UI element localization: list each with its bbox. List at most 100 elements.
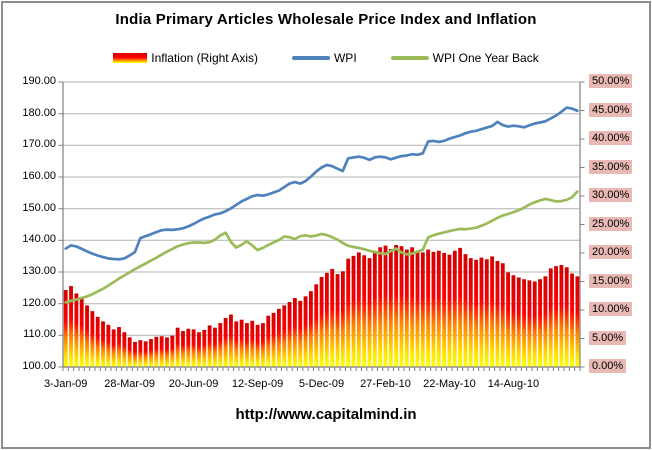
inflation-bar <box>356 252 361 367</box>
inflation-bar <box>335 274 340 367</box>
inflation-bar <box>314 284 319 367</box>
right-axis-label: 35.00% <box>589 159 633 174</box>
inflation-bar <box>149 339 153 367</box>
inflation-bar <box>404 249 409 367</box>
inflation-bar <box>559 264 564 367</box>
inflation-bar <box>266 315 271 367</box>
inflation-bar <box>548 268 553 367</box>
inflation-bar <box>452 250 457 367</box>
wpi-line <box>64 106 579 261</box>
chart-title: India Primary Articles Wholesale Price I… <box>115 11 537 28</box>
left-axis-label: 170.00 <box>22 138 56 151</box>
inflation-bar <box>351 255 356 367</box>
inflation-bar <box>378 247 383 367</box>
inflation-bar <box>575 276 580 367</box>
x-axis-label: 28-Mar-09 <box>104 378 155 390</box>
inflation-bar <box>170 335 175 367</box>
left-axis-label: 110.00 <box>23 328 56 341</box>
inflation-bar <box>474 259 479 367</box>
inflation-bar <box>367 258 372 367</box>
inflation-bar <box>415 250 420 367</box>
inflation-bar <box>511 275 516 367</box>
inflation-bar <box>372 251 377 367</box>
inflation-bar <box>506 272 511 367</box>
inflation-bar <box>463 254 468 367</box>
inflation-bar <box>122 332 127 367</box>
inflation-bar <box>181 331 185 367</box>
inflation-bar <box>63 290 68 367</box>
inflation-bar <box>330 268 335 367</box>
inflation-bar <box>442 253 447 367</box>
x-axis-label: 20-Jun-09 <box>168 378 219 390</box>
inflation-bar <box>543 276 548 367</box>
inflation-bar <box>101 321 105 367</box>
inflation-bar <box>218 323 223 367</box>
inflation-bar <box>197 332 201 367</box>
inflation-bar <box>532 281 537 367</box>
inflation-bar <box>111 329 116 367</box>
inflation-bar <box>479 257 484 367</box>
inflation-bar <box>458 247 463 367</box>
x-axis-label: 12-Sep-09 <box>231 378 284 390</box>
inflation-bar <box>277 308 281 367</box>
x-axis-label: 27-Feb-10 <box>360 378 411 390</box>
inflation-bar <box>292 298 297 367</box>
legend-label-wpi-year-back: WPI One Year Back <box>432 51 539 65</box>
left-axis-label: 150.00 <box>22 201 56 214</box>
inflation-bar <box>468 258 473 367</box>
inflation-bar <box>106 324 111 367</box>
left-axis-label: 100.00 <box>22 360 56 372</box>
inflation-bar <box>69 286 73 367</box>
x-axis-label: 22-May-10 <box>423 378 476 390</box>
inflation-bar <box>362 255 367 367</box>
legend-item-wpi: WPI <box>291 51 357 65</box>
legend-label-inflation: Inflation (Right Axis) <box>151 51 258 65</box>
wpi-year-back-line <box>64 190 579 304</box>
left-axis-label: 180.00 <box>22 106 56 119</box>
inflation-bar <box>324 272 329 367</box>
right-axis-label: 25.00% <box>589 216 633 231</box>
legend-item-wpi-year-back: WPI One Year Back <box>390 51 539 65</box>
inflation-bar <box>186 328 191 367</box>
x-axis-label: 3-Jan-09 <box>43 378 88 390</box>
right-axis-label: 30.00% <box>589 188 633 202</box>
inflation-bar <box>308 291 313 367</box>
inflation-bar <box>383 245 388 367</box>
inflation-bar <box>399 246 404 367</box>
inflation-bar <box>426 249 431 367</box>
inflation-bar <box>154 336 159 367</box>
inflation-bar <box>90 311 95 367</box>
inflation-bar <box>271 312 276 367</box>
inflation-bar <box>207 325 212 367</box>
inflation-bar <box>74 293 79 367</box>
legend: Inflation (Right Axis) WPI WPI One Year … <box>0 51 652 65</box>
right-axis-label: 40.00% <box>589 131 633 145</box>
inflation-bar <box>191 329 196 367</box>
inflation-bar <box>282 305 287 367</box>
inflation-bar <box>490 256 495 367</box>
inflation-bar <box>298 300 303 367</box>
legend-item-inflation: Inflation (Right Axis) <box>113 51 258 65</box>
legend-label-wpi: WPI <box>333 51 357 65</box>
right-axis-label: 45.00% <box>589 102 633 117</box>
right-axis-label: 10.00% <box>589 302 633 316</box>
inflation-bar <box>245 323 249 367</box>
inflation-bar <box>229 314 233 367</box>
x-axis-label: 14-Aug-10 <box>487 378 540 390</box>
inflation-bar <box>239 319 244 367</box>
inflation-bar <box>431 251 436 367</box>
right-axis-label: 15.00% <box>589 273 633 288</box>
inflation-bar <box>95 316 100 367</box>
inflation-bar <box>500 263 505 367</box>
inflation-bar <box>570 273 574 367</box>
right-axis-label: 20.00% <box>589 245 633 259</box>
inflation-bar <box>79 296 84 367</box>
inflation-bar <box>234 321 239 367</box>
inflation-bar <box>420 252 425 367</box>
inflation-bar <box>255 324 260 367</box>
inflation-bar <box>516 277 521 367</box>
inflation-bar <box>85 305 89 367</box>
inflation-bar <box>127 337 132 367</box>
